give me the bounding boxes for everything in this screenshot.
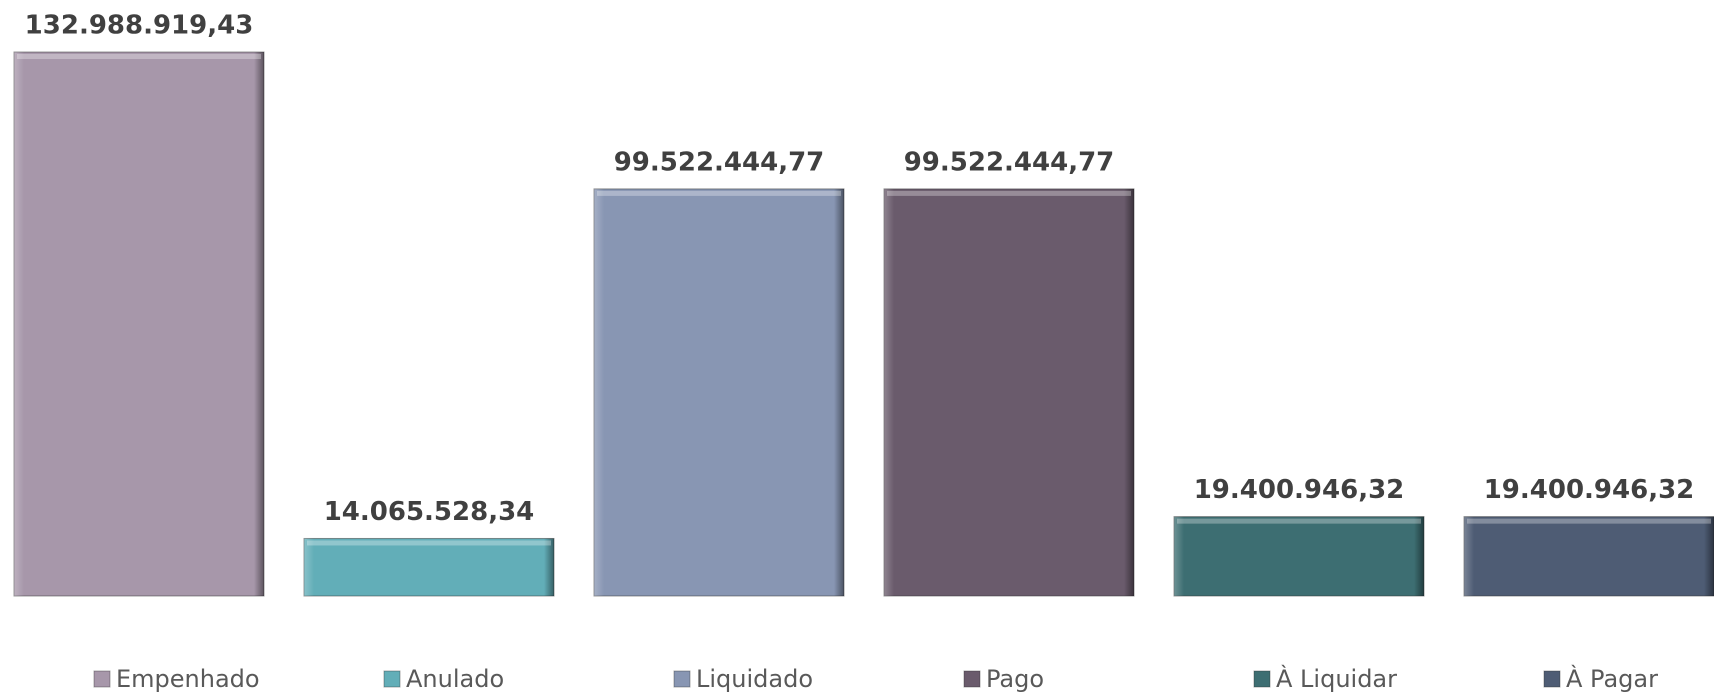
- bar-shade: [884, 188, 1134, 596]
- bar-bevel: [307, 540, 551, 546]
- bar-bevel: [1467, 518, 1711, 524]
- legend-swatch: [673, 670, 691, 688]
- value-label: 99.522.444,77: [614, 147, 825, 177]
- legend-swatch: [93, 670, 111, 688]
- legend-swatch: [1253, 670, 1271, 688]
- value-label: 14.065.528,34: [324, 497, 535, 527]
- legend-label: Anulado: [406, 665, 504, 693]
- bar-bevel: [597, 190, 841, 196]
- legend-swatch: [1543, 670, 1561, 688]
- bar-shade: [1174, 516, 1424, 596]
- value-label: 132.988.919,43: [25, 11, 254, 41]
- bar-shade: [1464, 516, 1714, 596]
- legend-label: À Pagar: [1566, 664, 1658, 693]
- legend-swatch: [963, 670, 981, 688]
- value-label: 19.400.946,32: [1194, 475, 1405, 505]
- legend-label: Empenhado: [116, 665, 260, 693]
- legend-label: Pago: [986, 665, 1044, 693]
- bar-bevel: [1177, 518, 1421, 524]
- legend-label: À Liquidar: [1276, 664, 1397, 693]
- bar-bevel: [887, 190, 1131, 196]
- value-label: 99.522.444,77: [904, 147, 1115, 177]
- value-label: 19.400.946,32: [1484, 475, 1695, 505]
- bar-shade: [594, 188, 844, 596]
- legend-label: Liquidado: [696, 665, 813, 693]
- bar-shade: [14, 52, 264, 596]
- legend-swatch: [383, 670, 401, 688]
- bar-bevel: [17, 54, 261, 59]
- bar-shade: [304, 538, 554, 596]
